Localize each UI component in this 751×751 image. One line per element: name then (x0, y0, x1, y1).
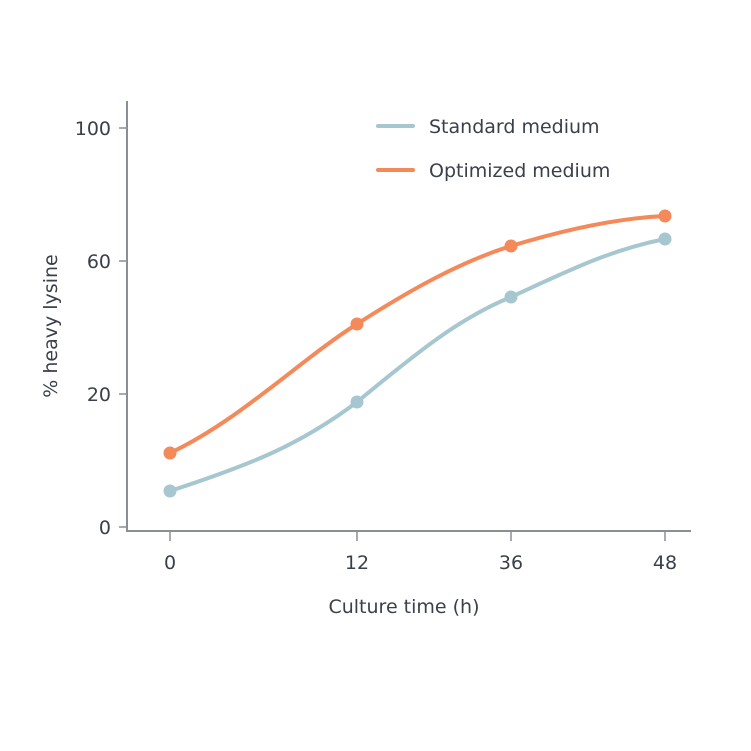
data-point (504, 290, 518, 304)
y-tick-label: 60 (87, 251, 111, 273)
legend-label-standard: Standard medium (429, 116, 600, 138)
y-axis-ticks: 100 60 20 0 (75, 118, 127, 539)
y-tick-label: 0 (99, 517, 111, 539)
x-tick-label: 36 (499, 552, 523, 574)
x-tick-label: 0 (164, 552, 176, 574)
y-tick-label: 100 (75, 118, 111, 140)
data-point (504, 239, 518, 253)
y-tick-label: 20 (87, 384, 111, 406)
series-standard-medium (163, 232, 672, 498)
x-tick-label: 48 (653, 552, 677, 574)
legend: Standard medium Optimized medium (376, 116, 610, 182)
data-point (350, 317, 364, 331)
data-point (350, 395, 364, 409)
data-point (163, 484, 177, 498)
optimized-medium-line (168, 214, 667, 455)
data-point (658, 232, 672, 246)
data-point (163, 446, 177, 460)
series-optimized-medium (163, 209, 672, 460)
y-axis-title: % heavy lysine (40, 254, 62, 397)
standard-medium-line (168, 237, 667, 493)
data-point (658, 209, 672, 223)
x-axis-ticks: 0 12 36 48 (164, 531, 677, 574)
x-axis-title: Culture time (h) (328, 596, 479, 618)
legend-label-optimized: Optimized medium (429, 160, 610, 182)
x-tick-label: 12 (345, 552, 369, 574)
